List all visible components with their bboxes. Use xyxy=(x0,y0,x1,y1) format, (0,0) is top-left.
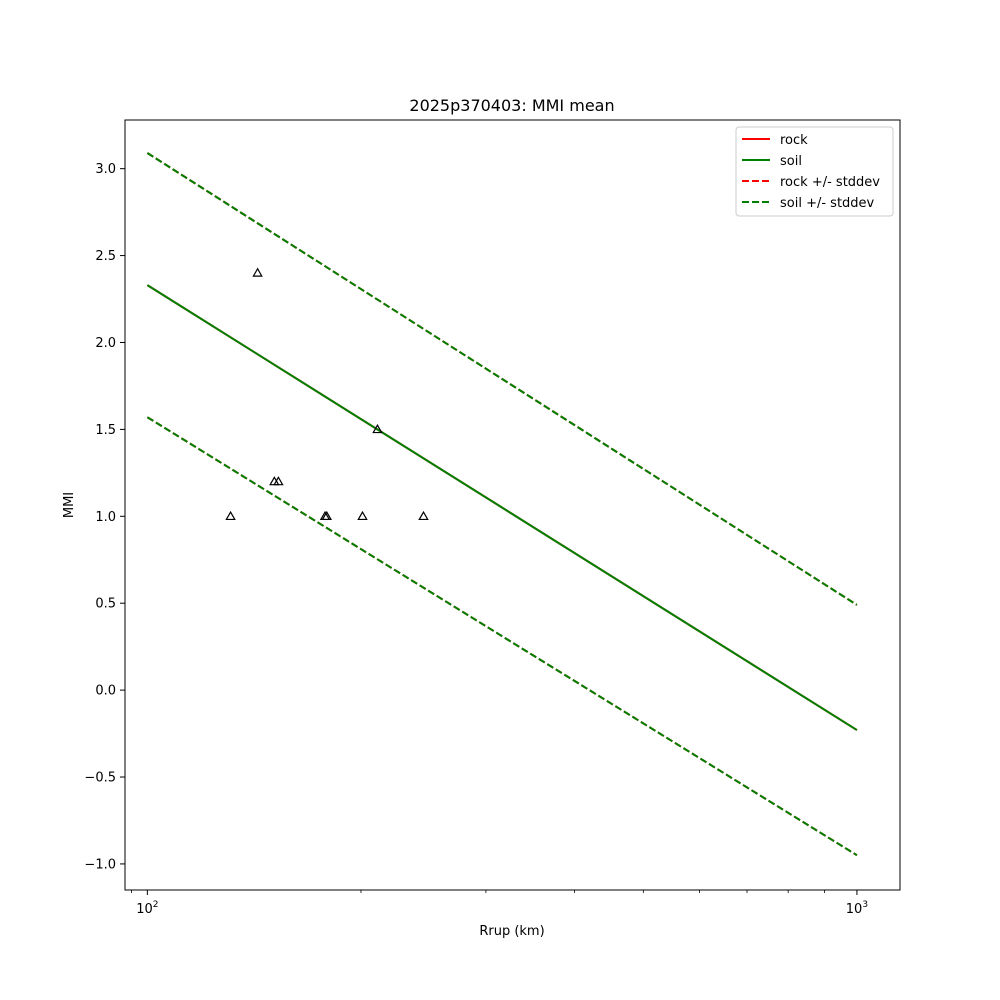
y-tick-label: 2.5 xyxy=(95,249,116,264)
y-tick-label: −1.0 xyxy=(84,857,116,872)
y-tick-label: −0.5 xyxy=(84,771,116,786)
y-axis-ticks: 3.0 2.5 2.0 1.5 1.0 0.5 0.0 −0.5 −1.0 xyxy=(84,162,125,872)
x-tick-label: 102 xyxy=(136,900,158,917)
legend-label: rock +/- stddev xyxy=(780,175,880,190)
legend-label: soil xyxy=(780,154,802,169)
observation-marker xyxy=(357,510,368,521)
x-axis-ticks: 102 103 xyxy=(131,890,868,917)
plot-frame xyxy=(124,119,901,891)
observation-points xyxy=(225,267,429,521)
y-tick-label: 0.5 xyxy=(95,597,116,612)
legend-label: rock xyxy=(780,133,808,148)
legend-label: soil +/- stddev xyxy=(780,196,875,211)
observation-marker xyxy=(372,423,383,434)
y-axis-label: MMI xyxy=(62,492,77,518)
observation-marker xyxy=(252,267,263,277)
series-layer xyxy=(146,152,858,857)
y-tick-label: 1.5 xyxy=(95,423,116,438)
y-tick-label: 2.0 xyxy=(95,336,116,351)
series-line-soil-1 xyxy=(146,284,858,731)
x-tick-label: 103 xyxy=(846,900,868,917)
observation-marker xyxy=(225,510,236,521)
observation-marker xyxy=(321,510,333,521)
series-line-soil-stddev-4 xyxy=(146,152,858,606)
legend: rock soil rock +/- stddev soil +/- stddev xyxy=(735,126,894,217)
plot-area xyxy=(125,120,900,890)
chart-title: 2025p370403: MMI mean xyxy=(409,96,614,115)
observation-marker xyxy=(273,476,284,486)
legend-box xyxy=(735,126,894,217)
y-tick-label: 3.0 xyxy=(95,162,116,177)
series-line-soil-stddev-5 xyxy=(146,416,858,857)
y-tick-label: 1.0 xyxy=(95,510,116,525)
y-tick-label: 0.0 xyxy=(95,684,116,699)
x-axis-label: Rrup (km) xyxy=(479,924,544,939)
observation-marker xyxy=(418,510,429,521)
